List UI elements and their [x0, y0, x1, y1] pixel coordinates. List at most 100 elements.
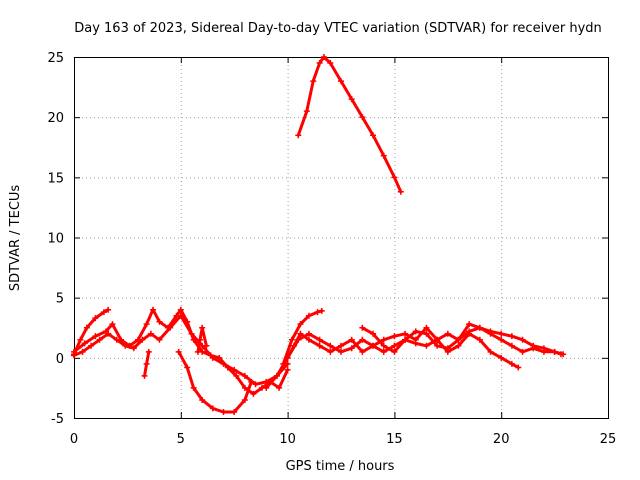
data-point [156, 318, 163, 325]
data-point [476, 336, 483, 343]
y-tick-label: 0 [56, 352, 64, 367]
data-point [444, 330, 451, 337]
data-point [175, 348, 182, 355]
y-tick-label: 15 [47, 171, 64, 186]
data-point [530, 342, 537, 349]
data-point [320, 54, 327, 60]
data-point [143, 321, 150, 328]
y-tick-label: 20 [47, 111, 64, 126]
grid [74, 57, 608, 418]
data-point [113, 336, 120, 343]
data-point [551, 348, 558, 355]
data-point [444, 345, 451, 352]
data-point [177, 312, 184, 319]
data-point [241, 372, 248, 379]
data-point [391, 174, 398, 181]
data-point [380, 348, 387, 355]
data-point [199, 396, 206, 403]
data-point [105, 330, 112, 337]
data-point [220, 360, 227, 367]
data-point [370, 132, 377, 139]
data-point [338, 78, 344, 85]
data-point [156, 336, 163, 343]
x-axis-label: GPS time / hours [286, 459, 395, 474]
data-point [241, 384, 248, 391]
data-point [316, 342, 323, 349]
data-point [280, 360, 287, 367]
data-point [250, 390, 257, 397]
data-point [508, 360, 515, 367]
data-point [498, 336, 505, 343]
data-point [288, 336, 295, 343]
data-point [273, 372, 280, 379]
data-point [338, 342, 344, 349]
data-point [92, 333, 99, 340]
data-point [105, 306, 112, 313]
data-point [348, 96, 355, 103]
data-point [297, 321, 304, 328]
data-point [199, 324, 206, 331]
data-point [150, 306, 157, 313]
data-point [498, 354, 505, 361]
data-point [241, 396, 248, 403]
data-point [96, 336, 103, 343]
data-point [327, 342, 334, 349]
data-point [231, 408, 238, 415]
data-point [88, 342, 95, 349]
data-point [83, 324, 90, 331]
data-point [434, 342, 441, 349]
data-point [291, 342, 298, 349]
series-trace-9 [286, 326, 520, 369]
data-point [508, 342, 515, 349]
data-point [316, 336, 323, 343]
data-point [231, 366, 238, 373]
x-tick-label: 25 [600, 432, 617, 447]
data-point [402, 336, 409, 343]
data-point [203, 342, 210, 349]
data-point [380, 336, 387, 343]
data-point [327, 348, 334, 355]
data-point [233, 372, 240, 379]
data-point [139, 336, 146, 343]
data-point [305, 330, 312, 337]
data-point [423, 330, 430, 337]
data-point [380, 152, 387, 159]
data-point [248, 378, 255, 385]
data-point [402, 330, 409, 337]
data-point [380, 342, 387, 349]
data-point [423, 324, 430, 331]
data-point [519, 348, 526, 355]
data-point [122, 342, 129, 349]
data-point [338, 348, 344, 355]
data-point [92, 315, 99, 322]
y-tick-label: 10 [47, 232, 64, 247]
data-point [466, 321, 473, 328]
y-axis-label: SDTVAR / TECUs [8, 185, 23, 292]
data-point [391, 348, 398, 355]
data-point [252, 381, 259, 388]
data-point [434, 336, 441, 343]
data-point [188, 330, 195, 337]
data-point [515, 364, 522, 371]
data-point [370, 330, 377, 337]
data-point [359, 336, 366, 343]
data-point [370, 342, 377, 349]
data-point [476, 324, 483, 331]
data-point [412, 328, 419, 335]
data-point [303, 108, 310, 115]
data-point [327, 60, 334, 67]
series-trace-7 [296, 55, 403, 194]
data-series [71, 54, 567, 415]
y-tick-label: 5 [56, 292, 64, 307]
data-point [318, 307, 325, 314]
series-trace-6 [196, 326, 208, 354]
data-point [305, 312, 312, 319]
data-point [190, 384, 197, 391]
data-point [209, 405, 216, 412]
data-point [455, 336, 462, 343]
data-point [141, 372, 148, 379]
data-point [297, 330, 304, 337]
y-tick-label: -5 [51, 412, 64, 427]
data-point [305, 336, 312, 343]
